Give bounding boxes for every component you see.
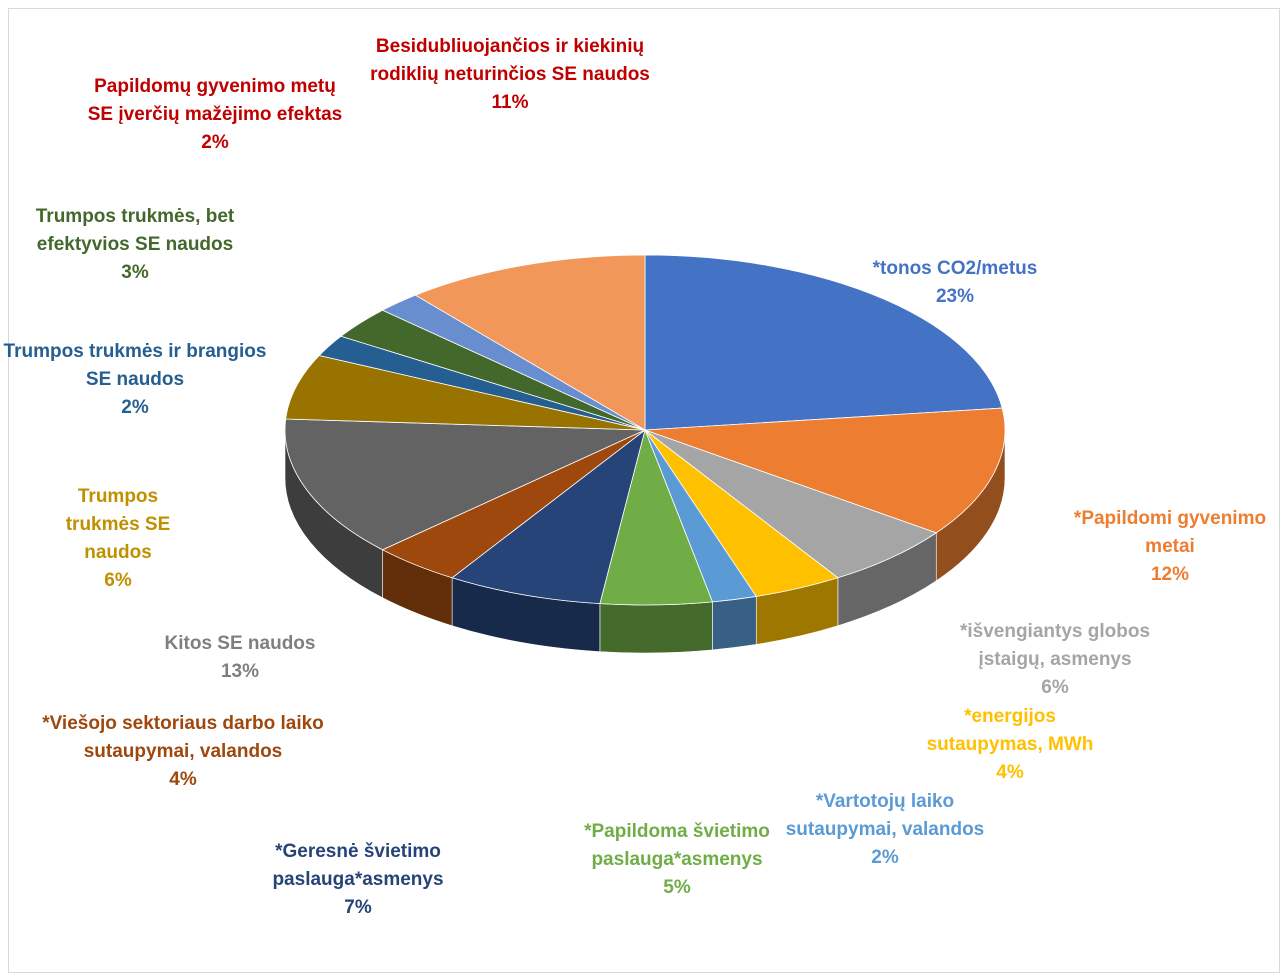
category-name: Trumpos trukmės SE naudos [65, 486, 171, 563]
slice [644, 254, 1003, 431]
category-name: *išvengiantys globos įstaigų, asmenys [959, 621, 1151, 670]
value-label: 12% [1150, 564, 1190, 585]
data-label: *Geresnė švietimo paslauga*asmenys 7% [238, 838, 478, 922]
slice-side [712, 596, 757, 651]
slice-side [599, 601, 713, 654]
data-label: *Vartotojų laiko sutaupymai, valandos 2% [785, 788, 985, 872]
value-label: 4% [996, 762, 1024, 783]
data-label: *tonos CO2/metus 23% [835, 255, 1075, 311]
data-label: *išvengiantys globos įstaigų, asmenys 6% [925, 618, 1185, 702]
value-label: 23% [935, 286, 975, 307]
category-name: Papildomų gyvenimo metų SE įverčių mažėj… [87, 76, 343, 125]
chart-frame [8, 8, 1280, 973]
slice [284, 418, 646, 551]
value-label: 2% [871, 847, 899, 868]
data-label: *Viešojo sektoriaus darbo laiko sutaupym… [23, 710, 343, 794]
value-label: 6% [1041, 677, 1069, 698]
data-label: Besidubliuojančios ir kiekinių rodiklių … [370, 33, 650, 117]
category-name: Kitos SE naudos [164, 633, 316, 654]
value-label: 2% [201, 132, 229, 153]
category-name: *Papildoma švietimo paslauga*asmenys [584, 821, 770, 870]
category-name: *Geresnė švietimo paslauga*asmenys [272, 841, 444, 890]
data-label: Papildomų gyvenimo metų SE įverčių mažėj… [85, 73, 345, 157]
data-label: Trumpos trukmės SE naudos 6% [48, 483, 188, 595]
slice [644, 407, 1006, 534]
value-label: 5% [663, 877, 691, 898]
value-label: 4% [169, 769, 197, 790]
slice [414, 254, 646, 431]
data-label: Trumpos trukmės, bet efektyvios SE naudo… [15, 203, 255, 287]
slice [451, 428, 646, 605]
category-name: Trumpos trukmės, bet efektyvios SE naudo… [35, 206, 235, 255]
category-name: *Papildomi gyvenimo metai [1073, 508, 1267, 557]
value-label: 11% [491, 92, 529, 113]
value-label: 3% [121, 262, 149, 283]
slice [285, 355, 646, 431]
category-name: *Viešojo sektoriaus darbo laiko sutaupym… [42, 713, 324, 762]
value-label: 2% [121, 397, 149, 418]
data-label: *Papildoma švietimo paslauga*asmenys 5% [547, 818, 807, 902]
value-label: 7% [344, 897, 372, 918]
value-label: 13% [220, 661, 260, 682]
category-name: *energijos sutaupymas, MWh [926, 706, 1094, 755]
value-label: 6% [104, 570, 132, 591]
category-name: Besidubliuojančios ir kiekinių rodiklių … [370, 36, 650, 85]
data-label: Kitos SE naudos 13% [120, 630, 360, 686]
data-label: *Papildomi gyvenimo metai 12% [1050, 505, 1282, 589]
category-name: Trumpos trukmės ir brangios SE naudos [3, 341, 267, 390]
slice [644, 429, 938, 579]
data-label: *energijos sutaupymas, MWh 4% [910, 703, 1110, 787]
category-name: *Vartotojų laiko sutaupymai, valandos [785, 791, 985, 840]
data-label: Trumpos trukmės ir brangios SE naudos 2% [0, 338, 275, 422]
category-name: *tonos CO2/metus [872, 258, 1038, 279]
